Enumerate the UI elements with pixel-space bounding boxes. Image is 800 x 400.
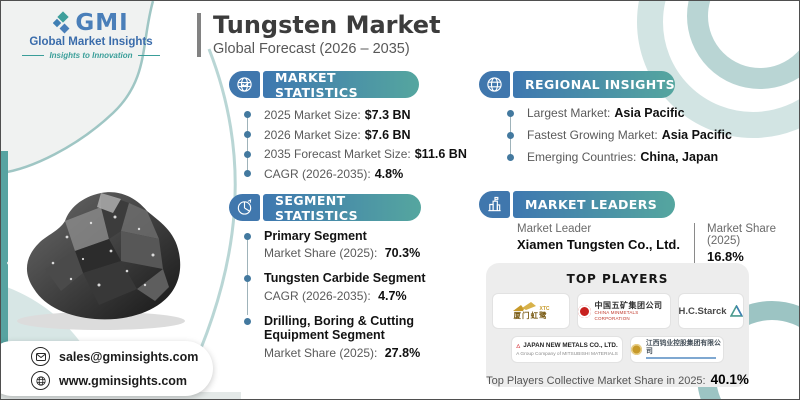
market-leader-name: Xiamen Tungsten Co., Ltd. <box>517 237 680 252</box>
top-players-box: TOP PLAYERS XTC 厦门虹鹭 中国五矿集团公司 CHINA MINM… <box>486 263 749 387</box>
tagline-rule-right <box>137 55 160 56</box>
market-share-label: Market Share (2025) <box>706 223 777 247</box>
stat-value: $11.6 BN <box>414 147 467 162</box>
gmi-logo: GMI Global Market Insights Insights to I… <box>13 11 169 60</box>
stat-value: $7.3 BN <box>364 107 411 122</box>
regional-insights-list: Largest Market: Asia Pacific Fastest Gro… <box>500 102 780 168</box>
market-statistics-rail <box>246 113 248 174</box>
segment-statistics-header: SEGMENT STATISTICS <box>229 193 421 223</box>
regional-item-largest: Largest Market: Asia Pacific <box>500 102 780 124</box>
market-share-value: 16.8% <box>706 249 744 264</box>
segment-item-carbide: Tungsten Carbide Segment CAGR (2026-2035… <box>237 271 452 303</box>
globe-icon <box>31 371 50 390</box>
segment-label: Market Share (2025): <box>264 345 378 360</box>
contact-card: sales@gminsights.com www.gminsights.com <box>1 341 213 396</box>
segment-value: 27.8% <box>384 345 421 360</box>
starck-triangle-icon <box>729 305 743 317</box>
email-icon <box>31 347 50 366</box>
gold-emblem-icon <box>631 344 642 355</box>
stat-item-2026: 2026 Market Size: $7.6 BN <box>237 125 452 145</box>
contact-website-link[interactable]: www.gminsights.com <box>31 371 213 390</box>
market-leader-label: Market Leader <box>517 223 592 235</box>
segment-title: Drilling, Boring & Cutting Equipment Seg… <box>264 313 414 343</box>
contact-email-link[interactable]: sales@gminsights.com <box>31 347 213 366</box>
market-statistics-heading: MARKET STATISTICS <box>263 70 419 100</box>
segment-value: 4.7% <box>378 288 407 303</box>
segment-label: CAGR (2026-2035): <box>264 288 371 303</box>
xtc-mark: XTC <box>539 306 550 313</box>
tagline-rule-left <box>22 55 45 56</box>
stat-label: 2035 Forecast Market Size: <box>264 147 411 162</box>
segment-title: Primary Segment <box>264 229 367 243</box>
market-leader-column: Market Leader Xiamen Tungsten Co., Ltd. <box>517 223 694 264</box>
page-subtitle: Global Forecast (2026 – 2035) <box>213 41 410 58</box>
stat-value: $7.6 BN <box>364 127 411 142</box>
japan-new-metals-logo: ▵ JAPAN NEW METALS CO., LTD. A Group Com… <box>511 336 623 363</box>
gmi-logo-text: GMI <box>75 9 129 36</box>
regional-label: Largest Market: <box>527 106 611 120</box>
segment-item-primary: Primary Segment Market Share (2025): 70.… <box>237 229 452 260</box>
stat-item-2035: 2035 Forecast Market Size: $11.6 BN <box>237 144 467 164</box>
hc-starck-logo: H.C.Starck <box>677 293 744 329</box>
logo-text: 厦门虹鹭 <box>513 311 548 321</box>
segment-statistics-heading: SEGMENT STATISTICS <box>263 193 421 223</box>
market-statistics-list: 2025 Market Size: $7.3 BN 2026 Market Si… <box>237 105 467 184</box>
logo-underline <box>646 357 716 360</box>
market-leaders-building-icon <box>479 191 510 218</box>
top-players-heading: TOP PLAYERS <box>566 272 669 286</box>
segment-title: Tungsten Carbide Segment <box>264 271 426 286</box>
brand-tagline: Insights to Innovation <box>49 51 133 60</box>
logo-text: 江西钨业控股集团有限公司 <box>646 339 721 355</box>
market-leaders-header: MARKET LEADERS <box>479 191 675 218</box>
segment-statistics-pie-icon <box>229 194 260 221</box>
logo-subtext: A Group Company of MITSUBISHI MATERIALS <box>516 352 618 357</box>
regional-insights-header: REGIONAL INSIGHTS <box>479 71 675 98</box>
stat-item-cagr: CAGR (2026-2035): 4.8% <box>237 164 452 184</box>
logo-text: 中国五矿集团公司 <box>594 301 663 311</box>
regional-item-fastest: Fastest Growing Market: Asia Pacific <box>500 124 780 146</box>
market-leaders-heading: MARKET LEADERS <box>513 191 675 218</box>
contact-website-text: www.gminsights.com <box>59 373 188 388</box>
red-triangles-icon: ▵ <box>516 341 521 350</box>
regional-insights-heading: REGIONAL INSIGHTS <box>513 71 675 98</box>
jiangxi-tungsten-logo: 江西钨业控股集团有限公司 <box>630 336 724 363</box>
segment-label: Market Share (2025): <box>264 246 378 261</box>
stat-label: 2025 Market Size: <box>264 107 361 122</box>
stat-label: CAGR (2026-2035): <box>264 166 371 181</box>
regional-value: China, Japan <box>640 150 719 164</box>
segment-item-drilling: Drilling, Boring & Cutting Equipment Seg… <box>237 314 452 360</box>
market-statistics-globe-chart-icon <box>229 71 260 98</box>
regional-insights-globe-icon <box>479 71 510 98</box>
logo-text: JAPAN NEW METALS CO., LTD. <box>523 341 618 349</box>
segment-value: 70.3% <box>384 246 421 261</box>
gmi-diamond-icon <box>53 11 70 34</box>
regional-label: Fastest Growing Market: <box>527 128 658 142</box>
market-statistics-header: MARKET STATISTICS <box>229 70 419 100</box>
contact-email-text: sales@gminsights.com <box>59 349 199 364</box>
page-title-block: Tungsten Market Global Forecast (2026 – … <box>197 11 441 58</box>
market-share-column: Market Share (2025) 16.8% <box>693 223 799 264</box>
stat-value: 4.8% <box>374 166 404 181</box>
logo-subtext: CHINA MINMETALS CORPORATION <box>594 310 639 321</box>
stat-label: 2026 Market Size: <box>264 127 361 142</box>
collective-share-value: 40.1% <box>710 372 749 387</box>
collective-share-label: Top Players Collective Market Share in 2… <box>486 375 706 387</box>
stat-item-2025: 2025 Market Size: $7.3 BN <box>237 105 452 125</box>
regional-value: Asia Pacific <box>614 106 685 120</box>
regional-value: Asia Pacific <box>661 128 732 142</box>
page-title: Tungsten Market <box>213 11 441 39</box>
logo-text: H.C.Starck <box>678 305 727 317</box>
tungsten-rock-image <box>7 192 185 330</box>
minmetals-emblem-icon <box>577 304 591 318</box>
brand-company-name: Global Market Insights <box>29 36 153 48</box>
market-leader-block: Market Leader Xiamen Tungsten Co., Ltd. … <box>517 223 799 264</box>
china-minmetals-logo: 中国五矿集团公司 CHINA MINMETALS CORPORATION <box>576 293 671 329</box>
regional-item-emerging: Emerging Countries: China, Japan <box>500 146 780 168</box>
regional-label: Emerging Countries: <box>527 150 637 164</box>
xiamen-honglu-xtc-logo: XTC 厦门虹鹭 <box>491 293 570 329</box>
gold-bird-icon <box>512 302 536 312</box>
segment-statistics-list: Primary Segment Market Share (2025): 70.… <box>237 229 452 360</box>
